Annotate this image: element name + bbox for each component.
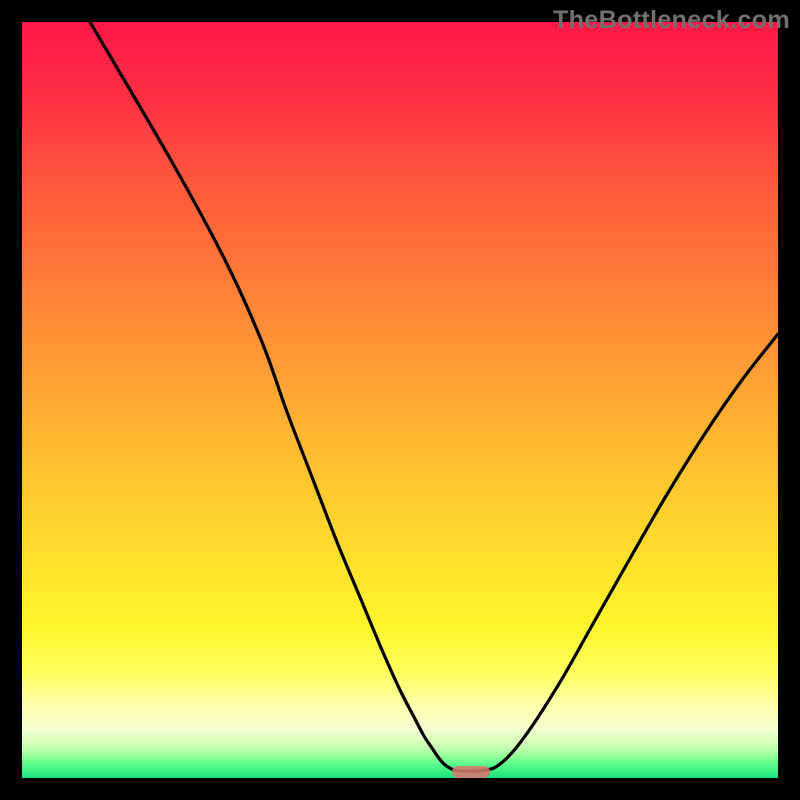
bottleneck-chart — [0, 0, 800, 800]
gradient-backdrop — [22, 22, 778, 778]
plot-area-group — [22, 22, 778, 778]
chart-stage: TheBottleneck.com — [0, 0, 800, 800]
watermark-text: TheBottleneck.com — [553, 6, 790, 35]
minimum-marker — [452, 766, 490, 778]
